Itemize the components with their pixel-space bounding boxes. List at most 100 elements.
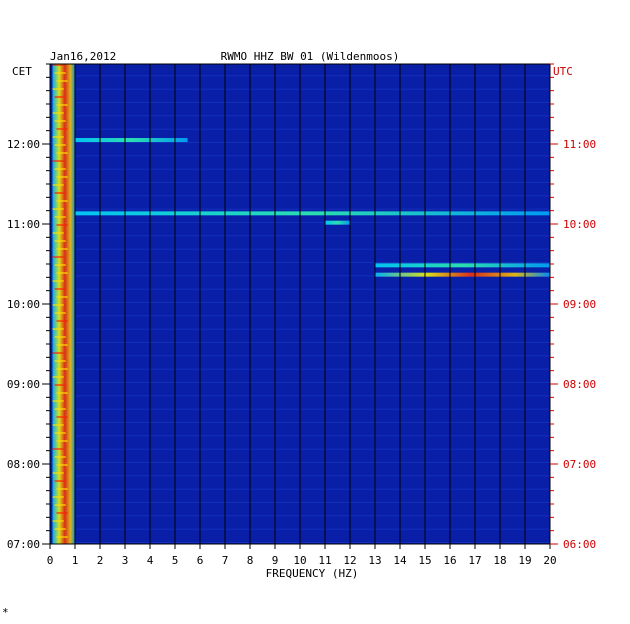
energy-band-detail [56, 176, 68, 178]
utc-tick-label: 09:00 [563, 298, 596, 311]
energy-band-detail [52, 88, 64, 90]
x-tick-label: 11 [318, 554, 331, 567]
x-tick-label: 3 [122, 554, 129, 567]
energy-features [52, 64, 550, 544]
energy-band-detail [54, 192, 66, 194]
energy-band-detail [52, 496, 64, 498]
x-tick-label: 12 [343, 554, 356, 567]
energy-band-detail [52, 304, 64, 306]
energy-band-detail [52, 520, 64, 522]
chart-title: RWMO HHZ BW 01 (Wildenmoos) [221, 50, 400, 63]
energy-band-detail [52, 136, 64, 138]
energy-band-detail [52, 208, 64, 210]
energy-band-detail [54, 240, 66, 242]
energy-band-detail [54, 408, 66, 410]
energy-band-detail [54, 168, 66, 170]
x-tick-label: 0 [47, 554, 54, 567]
energy-band-detail [56, 368, 68, 370]
energy-band-detail [52, 232, 64, 234]
x-tick-label: 1 [72, 554, 79, 567]
energy-band-detail [52, 280, 64, 282]
x-tick-label: 9 [272, 554, 279, 567]
energy-line [325, 220, 350, 225]
energy-band-detail [54, 144, 66, 146]
x-tick-label: 18 [493, 554, 506, 567]
energy-band-detail [52, 400, 64, 402]
energy-band-detail [54, 480, 66, 482]
x-tick-label: 8 [247, 554, 254, 567]
energy-band-detail [54, 456, 66, 458]
energy-band-detail [54, 72, 66, 74]
energy-band-detail [52, 184, 64, 186]
energy-band-detail [56, 152, 68, 154]
energy-band-detail [56, 416, 68, 418]
energy-band-detail [54, 528, 66, 530]
utc-axis-label: UTC [553, 65, 573, 78]
energy-line [375, 263, 550, 268]
energy-band-detail [56, 464, 68, 466]
energy-band-detail [54, 96, 66, 98]
energy-band-detail [56, 320, 68, 322]
x-tick-label: 20 [543, 554, 556, 567]
x-tick-label: 19 [518, 554, 531, 567]
energy-line [75, 211, 550, 216]
plot-area [49, 63, 551, 545]
energy-band-detail [54, 216, 66, 218]
energy-band-detail [56, 440, 68, 442]
frequency-gridlines [49, 64, 551, 544]
x-tick-label: 2 [97, 554, 104, 567]
energy-band-detail [52, 160, 64, 162]
x-tick-label: 16 [443, 554, 456, 567]
energy-band-detail [54, 360, 66, 362]
cet-tick-label: 07:00 [7, 538, 40, 551]
energy-band-detail [56, 392, 68, 394]
energy-band-detail [54, 264, 66, 266]
cet-tick-label: 09:00 [7, 378, 40, 391]
x-tick-label: 6 [197, 554, 204, 567]
energy-band-detail [54, 432, 66, 434]
x-tick-label: 15 [418, 554, 431, 567]
x-tick-label: 17 [468, 554, 481, 567]
cet-tick-label: 10:00 [7, 298, 40, 311]
energy-band-detail [56, 248, 68, 250]
energy-band-detail [52, 424, 64, 426]
x-axis: 0 1 2 3 4 5 6 7 8 9 10 11 12 13 14 15 16 17 18 19 20 [47, 544, 557, 567]
footer-mark: * [2, 606, 9, 619]
energy-band-detail [56, 488, 68, 490]
cet-tick-label: 08:00 [7, 458, 40, 471]
energy-band-detail [52, 352, 64, 354]
x-tick-label: 10 [293, 554, 306, 567]
x-tick-label: 4 [147, 554, 154, 567]
utc-axis: 06:00 07:00 08:00 09:00 10:00 11:00 [550, 63, 596, 551]
energy-band-detail [54, 336, 66, 338]
chart-date: Jan16,2012 [50, 50, 116, 63]
energy-band-detail [56, 296, 68, 298]
energy-band-detail [56, 272, 68, 274]
cet-tick-label: 12:00 [7, 138, 40, 151]
cet-tick-label: 11:00 [7, 218, 40, 231]
utc-tick-label: 10:00 [563, 218, 596, 231]
energy-band-detail [52, 448, 64, 450]
utc-tick-label: 06:00 [563, 538, 596, 551]
cet-axis: 07:00 08:00 09:00 10:00 11:00 12:00 [7, 63, 50, 551]
cet-axis-label: CET [12, 65, 32, 78]
energy-line [375, 272, 550, 277]
energy-line [75, 138, 188, 142]
energy-band-detail [56, 224, 68, 226]
energy-band-detail [54, 384, 66, 386]
energy-band-detail [52, 376, 64, 378]
utc-tick-label: 07:00 [563, 458, 596, 471]
energy-band-detail [52, 64, 64, 66]
energy-band-detail [54, 312, 66, 314]
x-tick-label: 13 [368, 554, 381, 567]
energy-band-detail [56, 200, 68, 202]
utc-tick-label: 08:00 [563, 378, 596, 391]
x-tick-label: 5 [172, 554, 179, 567]
energy-band-detail [56, 536, 68, 538]
energy-band-detail [52, 256, 64, 258]
x-axis-title: FREQUENCY (HZ) [266, 567, 359, 580]
energy-band-detail [52, 328, 64, 330]
utc-tick-label: 11:00 [563, 138, 596, 151]
energy-band-detail [52, 112, 64, 114]
